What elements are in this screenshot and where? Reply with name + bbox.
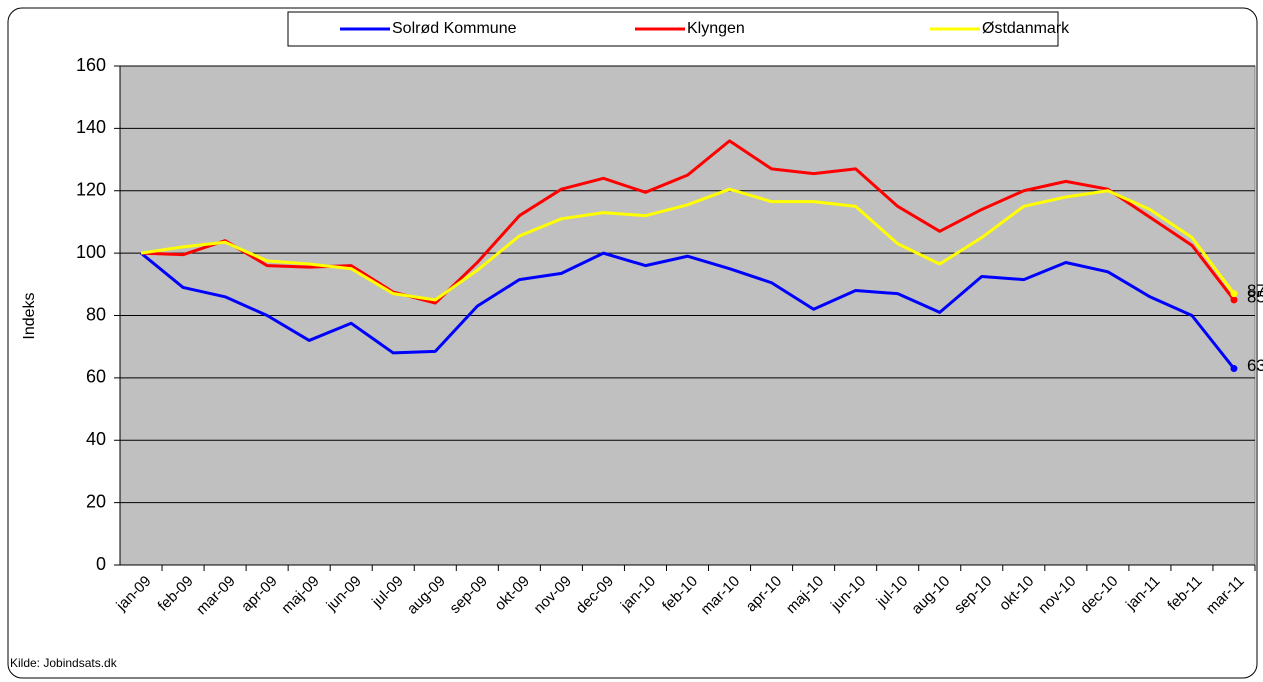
legend-label: Klyngen — [687, 20, 745, 37]
end-marker — [1230, 365, 1238, 373]
y-tick-label: 20 — [86, 491, 106, 511]
y-tick-label: 0 — [96, 554, 106, 574]
series-line — [140, 251, 1236, 370]
y-axis-label: Indeks — [21, 292, 38, 339]
end-marker — [1230, 296, 1238, 304]
end-label: 85 — [1247, 287, 1263, 306]
end-marker — [1230, 290, 1238, 298]
y-tick-label: 140 — [76, 117, 106, 137]
y-tick-label: 160 — [76, 55, 106, 75]
y-tick-label: 120 — [76, 180, 106, 200]
end-label: 87 — [1247, 281, 1263, 300]
series-line — [140, 187, 1236, 302]
y-tick-label: 100 — [76, 242, 106, 262]
legend-label: Østdanmark — [982, 20, 1070, 37]
y-tick-label: 60 — [86, 367, 106, 387]
y-tick-label: 40 — [86, 429, 106, 449]
y-tick-label: 80 — [86, 304, 106, 324]
source: Kilde: Jobindsats.dk — [10, 656, 118, 670]
end-label: 63 — [1247, 356, 1263, 375]
legend-label: Solrød Kommune — [392, 20, 517, 37]
